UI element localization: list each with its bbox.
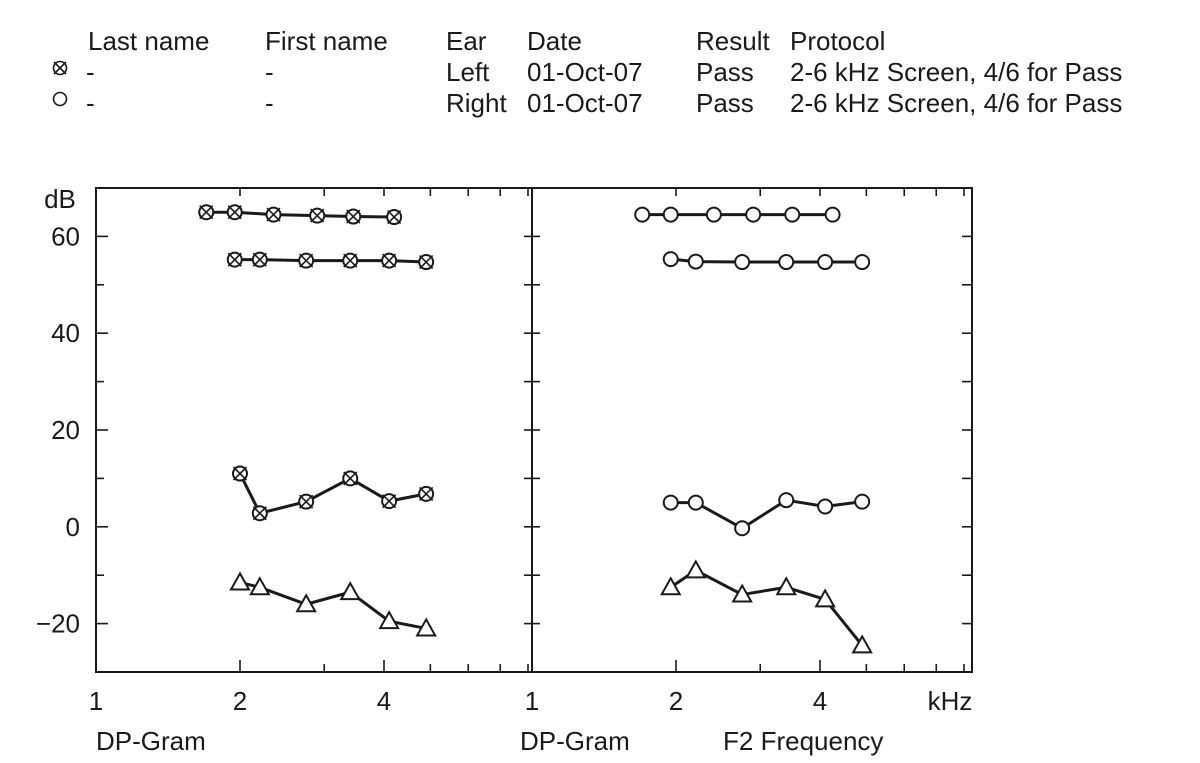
circle-marker: [817, 254, 834, 271]
circle-cross-marker: [386, 209, 403, 226]
triangle-marker: [378, 610, 400, 630]
triangle-marker: [814, 588, 836, 608]
row-left-first-name: -: [265, 57, 274, 87]
row-left-result: Pass: [696, 57, 754, 87]
y-tick-label: 60: [51, 221, 80, 251]
circle-marker: [734, 254, 751, 271]
right-panel-label: DP-Gram: [520, 726, 630, 756]
circle-marker: [705, 206, 722, 223]
x-tick-label: 4: [377, 686, 391, 716]
circle-marker: [687, 253, 704, 270]
circle-marker: [734, 520, 751, 537]
x-tick-label: 1: [525, 686, 539, 716]
circle-cross-icon: [52, 60, 68, 76]
circle-cross-marker: [418, 254, 435, 271]
circle-cross-marker: [232, 465, 248, 482]
row-right-ear: Right: [446, 88, 507, 118]
circle-cross-marker: [342, 252, 359, 269]
circle-cross-marker: [226, 204, 243, 221]
triangle-marker: [249, 576, 271, 596]
circle-marker: [687, 494, 704, 511]
circle-cross-marker: [251, 505, 268, 522]
circle-cross-marker: [418, 485, 435, 502]
row-left-ear: Left: [446, 57, 490, 87]
circle-marker: [634, 206, 651, 223]
circle-marker: [662, 206, 679, 223]
triangle-marker: [660, 576, 682, 596]
x-axis-unit: kHz: [928, 686, 973, 716]
triangle-marker: [851, 634, 873, 654]
series-line-left-2: [238, 472, 427, 515]
circle-marker: [817, 498, 834, 515]
circle-cross-marker: [226, 251, 243, 268]
y-axis-label: dB: [44, 184, 76, 214]
row-right-first-name: -: [265, 88, 274, 118]
header-ear: Ear: [446, 26, 487, 56]
triangle-marker: [775, 576, 797, 596]
left-panel-label: DP-Gram: [96, 726, 206, 756]
circle-marker: [778, 492, 795, 509]
triangle-marker: [339, 581, 361, 601]
row-left-date: 01-Oct-07: [527, 57, 643, 87]
row-right-date: 01-Oct-07: [527, 88, 643, 118]
header-last-name: Last name: [88, 26, 210, 56]
header-first-name: First name: [265, 26, 388, 56]
circle-cross-marker: [251, 251, 268, 268]
row-right-result: Pass: [696, 88, 754, 118]
circle-marker: [784, 206, 801, 223]
header-protocol: Protocol: [790, 26, 886, 56]
triangle-marker: [229, 571, 251, 591]
circle-cross-marker: [342, 470, 359, 487]
row-right-protocol: 2-6 kHz Screen, 4/6 for Pass: [790, 88, 1123, 118]
triangle-marker: [731, 583, 753, 603]
circle-cross-marker: [381, 252, 398, 269]
circle-marker: [824, 206, 841, 223]
circle-marker: [854, 493, 871, 510]
y-tick-label: 0: [66, 512, 80, 542]
triangle-marker: [685, 559, 707, 579]
triangle-marker: [415, 617, 437, 637]
series-line-right-3: [669, 568, 864, 647]
circle-marker: [745, 206, 762, 223]
circle-marker: [662, 251, 679, 268]
circle-cross-marker: [309, 207, 326, 224]
circle-marker: [854, 254, 871, 271]
circle-icon: [52, 91, 68, 107]
x-tick-label: 1: [89, 686, 103, 716]
header-date: Date: [527, 26, 582, 56]
row-right-last-name: -: [86, 88, 95, 118]
circle-cross-marker: [381, 493, 398, 510]
circle-marker: [778, 254, 795, 271]
x-tick-label: 4: [813, 686, 827, 716]
row-left-last-name: -: [86, 57, 95, 87]
circle-cross-marker: [298, 493, 315, 510]
circle-cross-marker: [198, 204, 215, 221]
circle-cross-marker: [345, 208, 362, 225]
series-line-left-3: [239, 581, 427, 630]
y-tick-label: −20: [36, 609, 80, 639]
circle-cross-marker: [298, 252, 315, 269]
circle-marker: [662, 494, 679, 511]
y-tick-label: 40: [51, 318, 80, 348]
x-tick-label: 2: [669, 686, 683, 716]
circle-cross-marker: [265, 206, 282, 223]
header-result: Result: [696, 26, 770, 56]
x-axis-label: F2 Frequency: [723, 726, 883, 756]
triangle-marker: [295, 593, 317, 613]
row-left-protocol: 2-6 kHz Screen, 4/6 for Pass: [790, 57, 1123, 87]
y-tick-label: 20: [51, 415, 80, 445]
x-tick-label: 2: [233, 686, 247, 716]
